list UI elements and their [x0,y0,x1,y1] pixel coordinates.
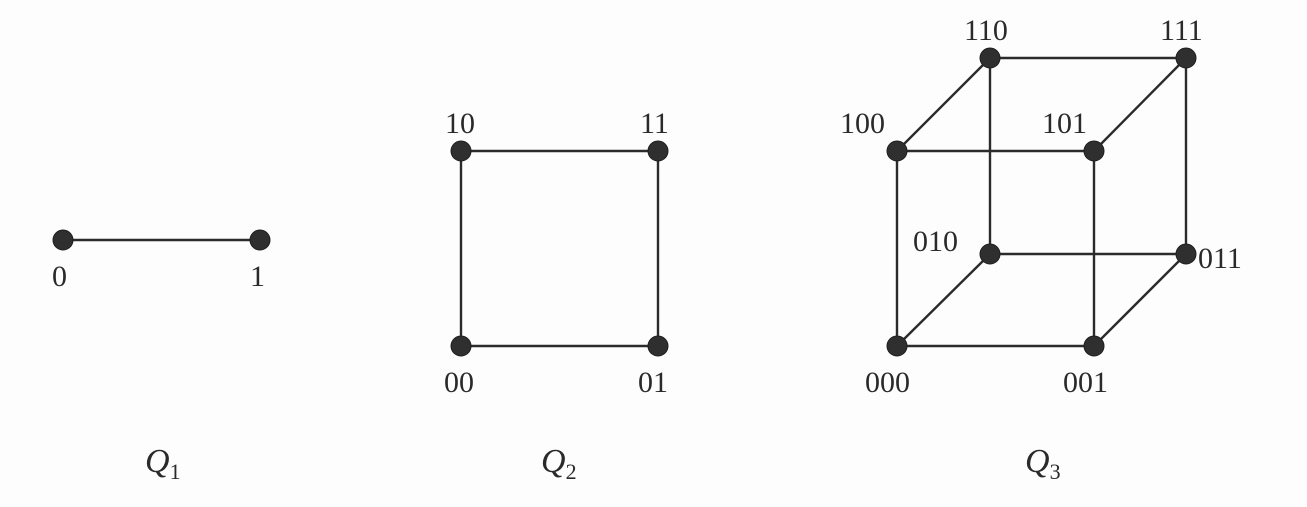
q3-title-subscript: 3 [1050,459,1061,484]
q1-title-main: Q [145,443,170,480]
q3-label-101: 101 [1042,107,1087,140]
q3-label-110: 110 [964,14,1008,47]
q2-label-11: 11 [640,107,669,140]
q3-label-100: 100 [840,107,885,140]
graph-q3: 110 111 100 101 010 011 000 001 Q3 [840,14,1242,484]
q2-title-main: Q [541,443,566,480]
q3-vertex-001 [1083,335,1105,357]
q2-vertex-00 [450,335,472,357]
q3-vertex-110 [979,47,1001,69]
q3-vertex-100 [886,140,908,162]
q2-vertex-01 [647,335,669,357]
q3-label-001: 001 [1063,366,1108,399]
q2-vertex-11 [647,140,669,162]
q1-title: Q1 [145,443,181,484]
q1-label-1: 1 [250,260,265,293]
q3-edge-000-010 [895,252,992,348]
q1-vertex-0 [52,229,74,251]
q3-title-main: Q [1025,443,1050,480]
q3-edge-101-111 [1092,56,1188,153]
q3-label-010: 010 [913,225,958,258]
q3-edge-100-110 [895,56,992,153]
q2-vertex-10 [450,140,472,162]
q3-vertex-000 [886,335,908,357]
graph-q2: 10 11 00 01 Q2 [444,107,669,484]
graph-q1: 0 1 Q1 [52,229,271,484]
q1-vertex-1 [249,229,271,251]
q2-label-00: 00 [444,366,474,399]
q3-vertex-010 [979,243,1001,265]
q3-label-000: 000 [865,366,910,399]
q3-vertex-111 [1175,47,1197,69]
q1-label-0: 0 [52,260,67,293]
q3-title: Q3 [1025,443,1061,484]
q2-label-10: 10 [445,107,475,140]
q1-title-subscript: 1 [170,459,181,484]
q2-title-subscript: 2 [566,459,577,484]
q2-title: Q2 [541,443,577,484]
q3-vertex-011 [1175,243,1197,265]
q3-label-011: 011 [1198,242,1242,275]
q2-label-01: 01 [638,366,668,399]
q3-label-111: 111 [1160,14,1203,47]
q3-vertex-101 [1083,140,1105,162]
q3-edge-001-011 [1092,252,1188,348]
